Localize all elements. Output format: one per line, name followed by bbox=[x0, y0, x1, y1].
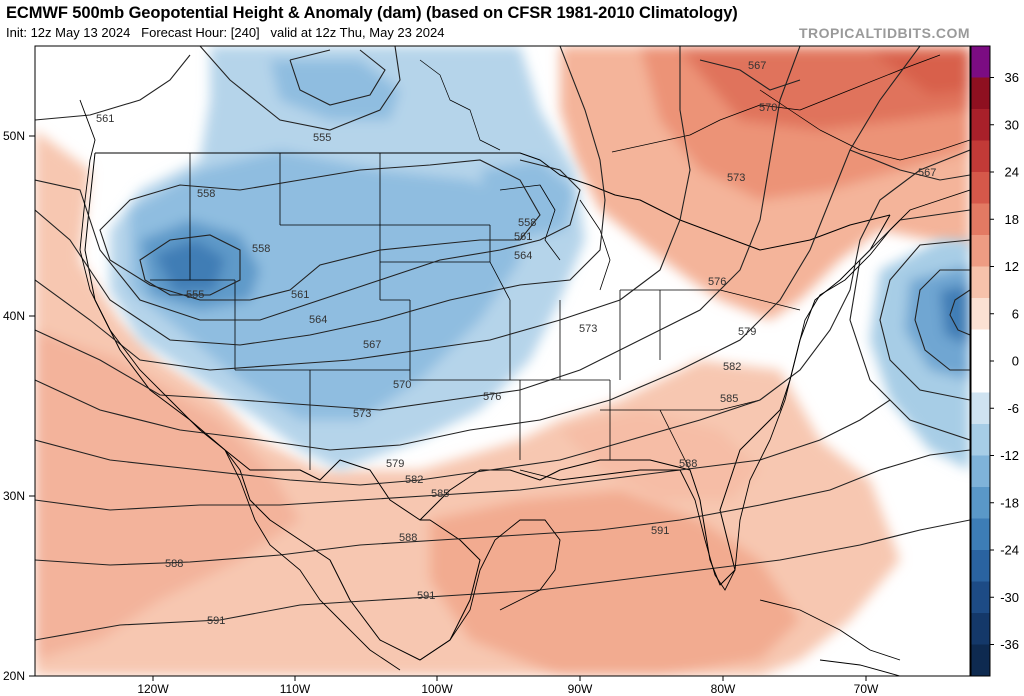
map-subtitle: Init: 12z May 13 2024 Forecast Hour: [24… bbox=[6, 25, 444, 40]
colorbar-swatch bbox=[971, 424, 990, 456]
lon-label-100w: 100W bbox=[421, 682, 453, 696]
contour-label: 564 bbox=[514, 250, 532, 262]
lat-label-20n: 20N bbox=[3, 669, 25, 683]
colorbar-label: -30 bbox=[1000, 590, 1019, 605]
colorbar-swatch bbox=[971, 392, 990, 425]
map-frame bbox=[34, 45, 971, 677]
colorbar-swatch bbox=[971, 298, 990, 330]
lon-label-90w: 90W bbox=[568, 682, 593, 696]
colorbar-swatch bbox=[971, 77, 990, 110]
forecast-hour: Forecast Hour: [240] bbox=[141, 25, 260, 40]
contour-label: 567 bbox=[748, 60, 766, 72]
colorbar-swatch bbox=[971, 266, 990, 299]
contour-label: 573 bbox=[579, 323, 597, 335]
lat-label-30n: 30N bbox=[3, 489, 25, 503]
contour-label: 558 bbox=[518, 217, 536, 229]
lat-label-50n: 50N bbox=[3, 129, 25, 143]
colorbar-labels: 36 30 24 18 12 6 0 -6 -12 -18 -24 -30 -36 bbox=[990, 70, 1019, 652]
colorbar-label: -12 bbox=[1000, 448, 1019, 463]
contour-label: 579 bbox=[738, 326, 756, 338]
map-title: ECMWF 500mb Geopotential Height & Anomal… bbox=[6, 4, 738, 22]
colorbar-swatch bbox=[971, 487, 990, 519]
contour-label: 567 bbox=[363, 339, 381, 351]
colorbar-swatch bbox=[971, 203, 990, 236]
contour-label: 582 bbox=[405, 474, 423, 486]
colorbar bbox=[970, 45, 991, 677]
contour-label: 576 bbox=[708, 276, 726, 288]
colorbar-swatch bbox=[971, 235, 990, 267]
contour-label: 555 bbox=[313, 132, 331, 144]
longitude-axis bbox=[152, 676, 867, 681]
coastlines bbox=[79, 99, 970, 676]
colorbar-label: -24 bbox=[1000, 543, 1019, 558]
colorbar-label: 0 bbox=[1012, 354, 1019, 369]
contour-label: 585 bbox=[431, 488, 449, 500]
lon-label-70w: 70W bbox=[854, 682, 879, 696]
contour-label: 591 bbox=[417, 590, 435, 602]
colorbar-swatch bbox=[971, 109, 990, 141]
colorbar-swatch bbox=[971, 172, 990, 204]
colorbar-swatch bbox=[971, 455, 990, 488]
lat-label-40n: 40N bbox=[3, 309, 25, 323]
colorbar-label: 30 bbox=[1005, 117, 1019, 132]
colorbar-swatch bbox=[971, 361, 990, 393]
contour-label: 588 bbox=[399, 532, 417, 544]
colorbar-swatch bbox=[971, 46, 990, 78]
colorbar-swatch bbox=[971, 550, 990, 582]
political-boundaries bbox=[84, 54, 970, 661]
contour-label: 573 bbox=[353, 408, 371, 420]
site-watermark: TROPICALTIDBITS.COM bbox=[798, 25, 970, 41]
colorbar-swatch bbox=[971, 518, 990, 551]
map-area bbox=[35, 46, 970, 676]
negative-anomaly-fill bbox=[110, 46, 970, 470]
colorbar-swatch bbox=[971, 581, 990, 614]
contour-label: 558 bbox=[197, 188, 215, 200]
valid-time: valid at 12z Thu, May 23 2024 bbox=[270, 25, 445, 40]
colorbar-swatch bbox=[971, 329, 990, 362]
contour-label: 579 bbox=[386, 458, 404, 470]
lon-label-80w: 80W bbox=[711, 682, 736, 696]
contour-label: 576 bbox=[483, 391, 501, 403]
contour-label: 555 bbox=[186, 289, 204, 301]
contour-label: 573 bbox=[727, 172, 745, 184]
contour-label: 588 bbox=[165, 558, 183, 570]
colorbar-label: -36 bbox=[1000, 637, 1019, 652]
latitude-axis bbox=[29, 135, 35, 677]
colorbar-swatch bbox=[971, 644, 990, 677]
contour-label: 570 bbox=[393, 379, 411, 391]
colorbar-label: -6 bbox=[1007, 401, 1019, 416]
contour-labels: 561 555 558 558 555 561 564 567 570 573 … bbox=[96, 60, 936, 627]
contour-label: 588 bbox=[679, 458, 697, 470]
lon-label-110w: 110W bbox=[280, 682, 311, 696]
contour-label: 582 bbox=[723, 361, 741, 373]
contour-label: 585 bbox=[720, 393, 738, 405]
colorbar-label: 24 bbox=[1005, 165, 1019, 180]
contour-label: 564 bbox=[309, 314, 327, 326]
colorbar-label: 6 bbox=[1012, 306, 1019, 321]
positive-anomaly-fill bbox=[35, 46, 970, 676]
colorbar-label: 12 bbox=[1005, 259, 1019, 274]
colorbar-label: 18 bbox=[1005, 212, 1019, 227]
contour-label: 570 bbox=[759, 102, 777, 114]
colorbar-swatch bbox=[971, 613, 990, 645]
height-contours bbox=[35, 46, 970, 641]
contour-label: 591 bbox=[651, 525, 669, 537]
contour-label: 561 bbox=[291, 289, 309, 301]
colorbar-label: 36 bbox=[1005, 70, 1019, 85]
lon-label-120w: 120W bbox=[137, 682, 169, 696]
contour-label: 561 bbox=[96, 113, 114, 125]
contour-label: 561 bbox=[514, 231, 532, 243]
init-time: Init: 12z May 13 2024 bbox=[6, 25, 131, 40]
colorbar-label: -18 bbox=[1000, 495, 1019, 510]
colorbar-swatch bbox=[971, 140, 990, 173]
contour-label: 567 bbox=[918, 167, 936, 179]
contour-label: 558 bbox=[252, 243, 270, 255]
contour-label: 591 bbox=[207, 615, 225, 627]
